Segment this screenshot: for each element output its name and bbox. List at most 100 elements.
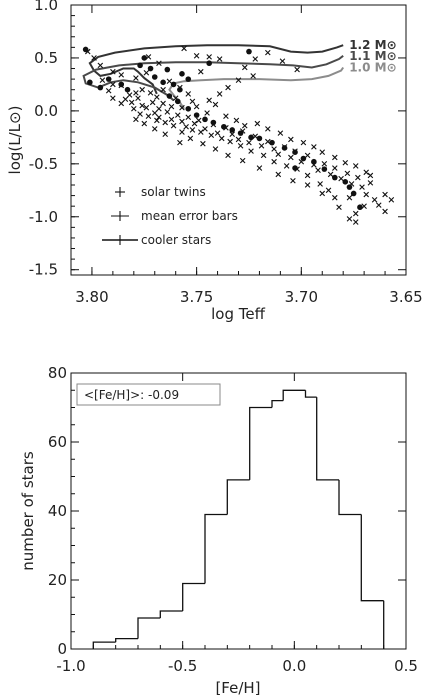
cooler-star-point: [311, 158, 317, 165]
solar-twin-point: [241, 64, 248, 71]
hist-bar: [92, 641, 116, 649]
solar-twin-point: [355, 174, 361, 181]
solar-twin-point: [151, 126, 158, 132]
cooler-star-point: [346, 184, 353, 190]
solar-twin-point: [137, 111, 143, 117]
solar-twin-point: [367, 172, 374, 179]
hr-x-tick-label: 3.80: [75, 288, 108, 306]
solar-twin-point: [156, 60, 162, 67]
solar-twin-point: [198, 68, 204, 75]
hist-y-tick-labels: 0 20 40 60 80: [48, 364, 67, 658]
solar-twin-point: [168, 116, 175, 123]
solar-twin-point: [325, 187, 332, 194]
track-mass-label: 1.2 M⊙: [349, 38, 396, 52]
solar-twin-point: [212, 146, 219, 152]
track-mass-label: 1.1 M⊙: [349, 49, 396, 63]
solar-twin-point: [97, 62, 104, 69]
hist-bars: [92, 389, 385, 649]
solar-twin-point: [162, 131, 169, 137]
solar-twin-point: [237, 143, 244, 149]
solar-twin-point: [317, 181, 323, 187]
solar-twin-point: [258, 143, 265, 149]
evolution-track: [88, 44, 344, 95]
solar-twin-point: [250, 73, 256, 79]
solar-twin-point: [214, 130, 221, 136]
solar-twin-point: [218, 135, 225, 142]
cooler-star-point: [105, 76, 112, 82]
cooler-star-point: [292, 149, 298, 155]
solar-twin-point: [179, 129, 185, 135]
cooler-star-point: [141, 55, 148, 61]
cooler-star-point: [269, 139, 275, 146]
hist-bar: [226, 479, 250, 515]
hr-x-tick-labels: 3.80 3.75 3.70 3.65: [75, 288, 422, 306]
solar-twin-point: [216, 91, 223, 97]
solar-twin-point: [283, 163, 290, 169]
solar-twin-point: [300, 139, 307, 146]
hist-y-tick-label: 60: [48, 433, 67, 451]
hr-diagram-chart: 3.80 3.75 3.70 3.65 1.0 0.5 0.0 -0.5 -1.0 -1.5 1…: [6, 0, 423, 323]
hist-plot-frame: [70, 372, 407, 650]
solar-twin-point: [363, 169, 370, 176]
solar-twin-point: [154, 94, 160, 100]
solar-twin-point: [346, 194, 353, 201]
cooler-star-point: [170, 81, 177, 88]
hr-ticks: [70, 4, 407, 275]
solar-twin-point: [332, 194, 338, 201]
solar-twin-point: [110, 68, 116, 75]
cooler-star-point: [164, 66, 171, 73]
hr-track-labels: 1.2 M⊙1.1 M⊙1.0 M⊙: [349, 38, 396, 74]
solar-twin-point: [315, 167, 321, 173]
solar-twin-point: [319, 149, 326, 155]
hist-x-tick-label: -1.0: [56, 657, 85, 675]
solar-twin-point: [338, 175, 344, 182]
solar-twin-point: [359, 184, 365, 190]
solar-twin-point: [99, 77, 106, 83]
legend-label-cooler-stars: cooler stars: [141, 233, 211, 247]
cooler-star-point: [332, 174, 338, 181]
hist-bar: [338, 479, 362, 516]
solar-twin-point: [202, 126, 208, 132]
solar-twin-point: [375, 202, 382, 208]
solar-twin-point: [246, 139, 252, 146]
solar-twin-point: [256, 165, 263, 171]
hr-y-tick-label: 0.5: [34, 49, 58, 67]
solar-twin-point: [241, 122, 248, 129]
cooler-star-point: [292, 165, 298, 171]
hr-x-axis-title: log Teff: [211, 305, 265, 323]
hist-bar: [182, 582, 205, 611]
cooler-star-point: [160, 79, 166, 86]
solar-twin-point: [304, 182, 311, 188]
hr-legend: solar twins mean error bars cooler stars: [102, 185, 238, 247]
solar-twin-point: [135, 95, 141, 101]
solar-twin-point: [277, 130, 284, 136]
metallicity-histogram-chart: -1.0 -0.5 0.0 0.5 0 20 40 60 80 <[Fe/H]>: -0.09…: [19, 364, 418, 697]
evolution-track: [82, 55, 344, 102]
solar-twin-point: [265, 126, 271, 132]
cooler-star-point: [124, 86, 131, 93]
solar-twin-point: [346, 216, 353, 222]
hr-y-tick-label: 1.0: [34, 0, 58, 14]
solar-twin-point: [160, 86, 166, 93]
cooler-star-point: [281, 145, 288, 151]
hist-x-tick-label: 0.0: [282, 657, 306, 675]
mean-metallicity-label: <[Fe/H]>: -0.09: [84, 388, 179, 402]
cooler-star-point: [118, 81, 125, 88]
solar-twin-point: [352, 163, 359, 169]
hr-y-tick-label: -1.5: [29, 261, 58, 279]
solar-twin-point: [193, 103, 200, 110]
solar-twin-point: [177, 139, 183, 146]
solar-twin-point: [128, 99, 135, 106]
solar-twin-point: [332, 165, 338, 171]
solar-twin-point: [212, 101, 219, 108]
solar-twin-point: [189, 98, 196, 105]
solar-twin-point: [164, 109, 171, 115]
hr-x-tick-label: 3.75: [180, 288, 213, 306]
solar-twin-point: [191, 120, 198, 127]
cooler-star-point: [82, 46, 89, 53]
hist-y-tick-label: 80: [48, 364, 67, 382]
cooler-star-point: [179, 71, 185, 77]
solar-twin-point: [319, 190, 326, 197]
cooler-star-point: [229, 127, 236, 133]
solar-twin-point: [327, 171, 334, 178]
